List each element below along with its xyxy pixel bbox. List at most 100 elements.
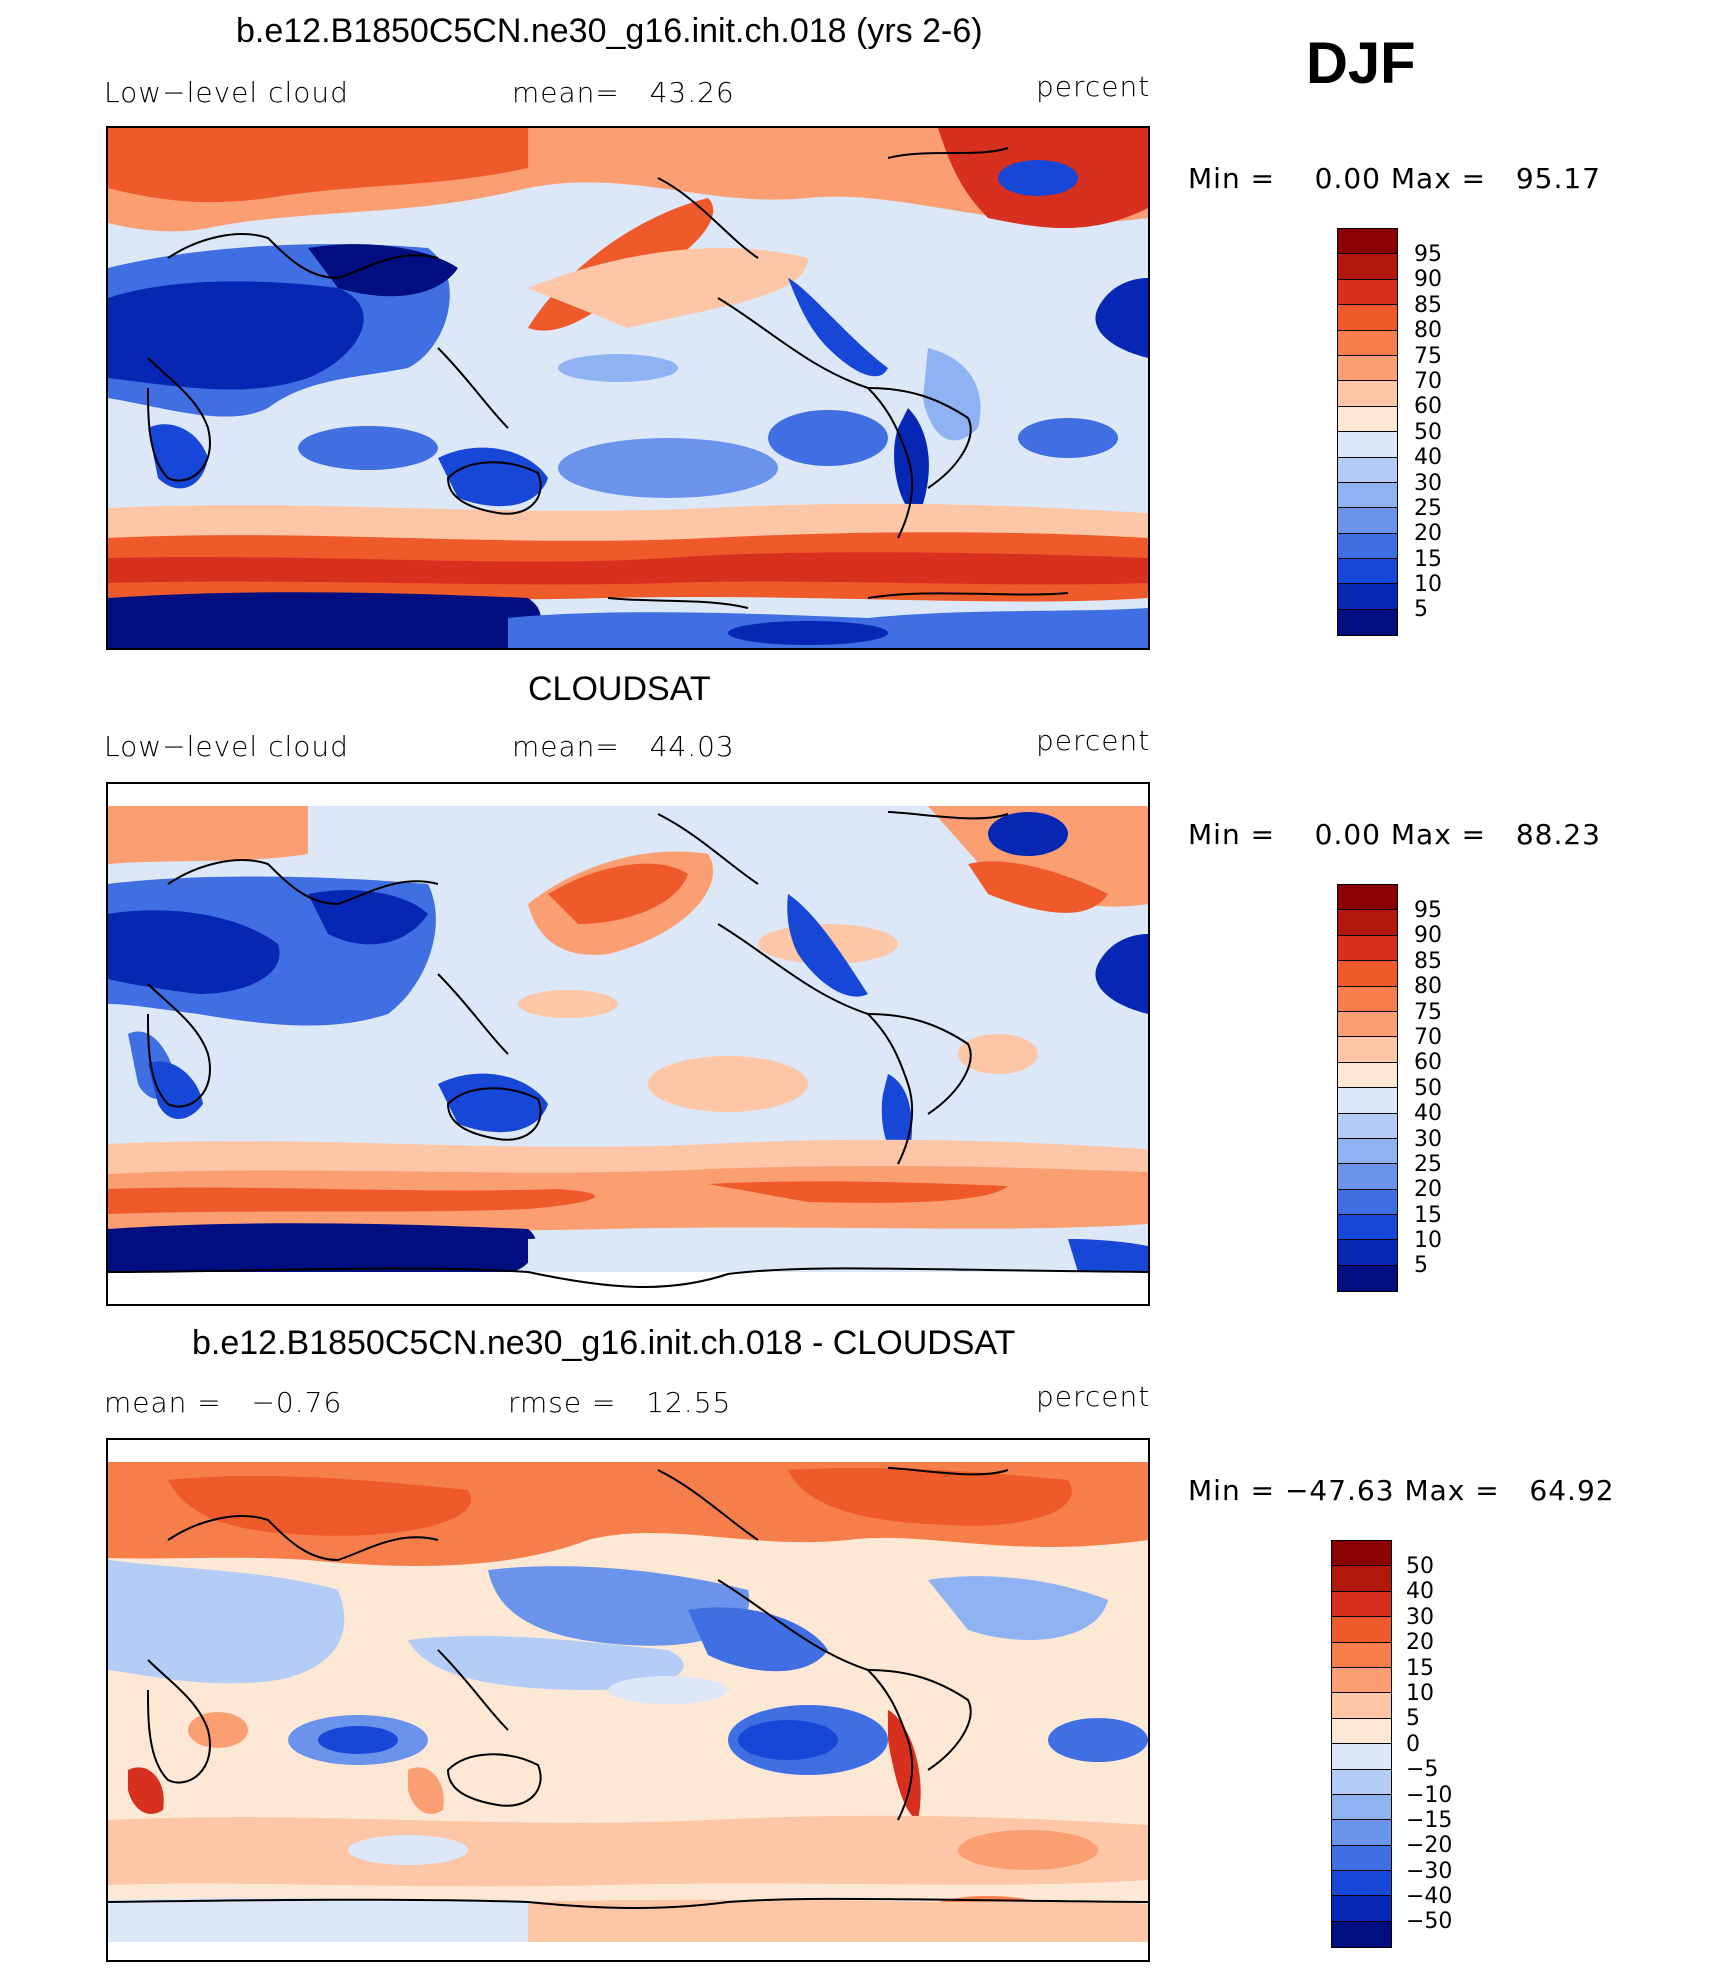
colorbar-swatch	[1338, 1088, 1397, 1114]
colorbar-swatch	[1338, 1011, 1397, 1038]
colorbar-swatch	[1338, 609, 1397, 636]
colorbar-swatch	[1338, 986, 1397, 1012]
colorbar-swatch	[1332, 1921, 1391, 1948]
panel1-colorbar-labels: 95 90 85 80 75 70 60 50 40 30 25 20 15 1…	[1414, 242, 1442, 623]
colorbar-label: 10	[1414, 1228, 1442, 1254]
colorbar-swatch	[1332, 1794, 1391, 1821]
panel3-rmse: rmse = 12.55	[508, 1386, 732, 1419]
colorbar-label: −50	[1406, 1909, 1453, 1935]
colorbar-swatch	[1332, 1642, 1391, 1668]
colorbar-swatch	[1332, 1718, 1391, 1745]
colorbar-swatch	[1338, 1164, 1397, 1190]
colorbar-swatch	[1338, 355, 1397, 382]
colorbar-label: 70	[1414, 368, 1442, 394]
panel2-variable-label: Low−level cloud	[104, 730, 349, 763]
colorbar-swatch	[1332, 1744, 1391, 1770]
panel1-units: percent	[1036, 70, 1151, 103]
colorbar-swatch	[1338, 457, 1397, 483]
colorbar-label: 50	[1406, 1554, 1434, 1579]
panel1-mean: mean= 43.26	[512, 76, 735, 109]
colorbar-label: −15	[1406, 1807, 1453, 1833]
panel3-map-field	[108, 1440, 1148, 1960]
colorbar-label: 30	[1406, 1604, 1434, 1630]
colorbar-swatch	[1338, 482, 1397, 509]
colorbar-swatch	[1338, 1215, 1397, 1241]
panel1-variable-label: Low−level cloud	[104, 76, 349, 109]
colorbar-swatch	[1338, 935, 1397, 962]
colorbar-label: 75	[1414, 999, 1442, 1025]
panel1-map-field	[108, 128, 1148, 648]
colorbar-label: 15	[1414, 1202, 1442, 1228]
colorbar-label: 20	[1414, 521, 1442, 547]
colorbar-swatch	[1338, 229, 1397, 255]
colorbar-label: 5	[1414, 1253, 1428, 1279]
colorbar-swatch	[1338, 305, 1397, 331]
panel2-map-field	[108, 784, 1148, 1304]
panel3-minmax: Min = −47.63 Max = 64.92	[1188, 1474, 1615, 1507]
colorbar-label: 5	[1406, 1706, 1420, 1732]
colorbar-swatch	[1338, 533, 1397, 560]
panel2-title: CLOUDSAT	[528, 670, 711, 708]
colorbar-label: −20	[1406, 1833, 1453, 1859]
colorbar-swatch	[1338, 1138, 1397, 1165]
colorbar-label: 25	[1414, 1151, 1442, 1177]
colorbar-label: 30	[1414, 1126, 1442, 1152]
panel3-units: percent	[1036, 1380, 1151, 1413]
colorbar-swatch	[1338, 406, 1397, 433]
colorbar-label: −30	[1406, 1858, 1453, 1884]
colorbar-label: 85	[1414, 948, 1442, 974]
panel1-colorbar	[1337, 228, 1398, 637]
colorbar-swatch	[1338, 381, 1397, 407]
colorbar-label: −40	[1406, 1884, 1453, 1910]
colorbar-label: 50	[1414, 419, 1442, 445]
panel1-map	[106, 126, 1150, 650]
colorbar-swatch	[1338, 885, 1397, 911]
colorbar-label: 50	[1414, 1075, 1442, 1101]
colorbar-label: −5	[1406, 1757, 1439, 1783]
colorbar-label: 20	[1414, 1177, 1442, 1203]
colorbar-swatch	[1338, 1189, 1397, 1216]
colorbar-label: 30	[1414, 470, 1442, 496]
season-label: DJF	[1306, 31, 1416, 96]
colorbar-label: 95	[1414, 242, 1442, 267]
colorbar-label: 60	[1414, 394, 1442, 420]
colorbar-label: 25	[1414, 495, 1442, 521]
colorbar-swatch	[1332, 1541, 1391, 1567]
panel3-title: b.e12.B1850C5CN.ne30_g16.init.ch.018 - C…	[192, 1324, 1016, 1362]
colorbar-swatch	[1338, 330, 1397, 356]
colorbar-swatch	[1332, 1693, 1391, 1719]
colorbar-label: 75	[1414, 343, 1442, 369]
panel3-map	[106, 1438, 1150, 1962]
colorbar-swatch	[1338, 1265, 1397, 1292]
colorbar-label: 60	[1414, 1050, 1442, 1076]
colorbar-label: 70	[1414, 1024, 1442, 1050]
colorbar-label: 90	[1414, 923, 1442, 949]
colorbar-label: 0	[1406, 1731, 1420, 1757]
panel1-minmax: Min = 0.00 Max = 95.17	[1188, 162, 1601, 195]
panel2-colorbar-labels: 95 90 85 80 75 70 60 50 40 30 25 20 15 1…	[1414, 898, 1442, 1279]
colorbar-label: 40	[1406, 1579, 1434, 1605]
colorbar-label: 80	[1414, 974, 1442, 1000]
colorbar-label: 10	[1414, 572, 1442, 598]
colorbar-label: 90	[1414, 267, 1442, 293]
colorbar-swatch	[1332, 1591, 1391, 1618]
colorbar-swatch	[1338, 279, 1397, 306]
panel1-title: b.e12.B1850C5CN.ne30_g16.init.ch.018 (yr…	[236, 12, 983, 50]
colorbar-label: 40	[1414, 1101, 1442, 1127]
panel2-colorbar	[1337, 884, 1398, 1293]
colorbar-swatch	[1332, 1896, 1391, 1922]
colorbar-swatch	[1338, 1062, 1397, 1089]
panel3-mean: mean = −0.76	[104, 1386, 343, 1419]
colorbar-swatch	[1338, 910, 1397, 936]
colorbar-swatch	[1332, 1820, 1391, 1846]
colorbar-swatch	[1338, 1240, 1397, 1266]
colorbar-swatch	[1332, 1769, 1391, 1795]
colorbar-label: 80	[1414, 318, 1442, 344]
colorbar-label: 15	[1406, 1655, 1434, 1681]
colorbar-swatch	[1332, 1566, 1391, 1592]
colorbar-swatch	[1338, 508, 1397, 534]
colorbar-label: 5	[1414, 597, 1428, 623]
colorbar-swatch	[1332, 1617, 1391, 1643]
colorbar-label: 40	[1414, 445, 1442, 471]
colorbar-swatch	[1338, 961, 1397, 987]
